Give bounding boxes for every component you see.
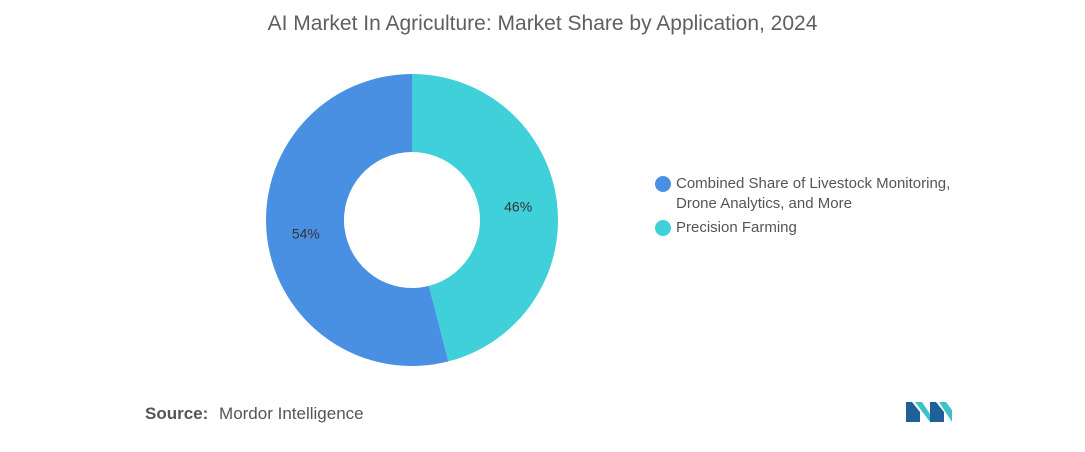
donut-slice-combined <box>266 74 449 366</box>
legend-label-precision-farming: Precision Farming <box>676 219 797 236</box>
legend-label-combined-line2: Drone Analytics, and More <box>676 195 852 212</box>
chart-title: AI Market In Agriculture: Market Share b… <box>267 12 818 35</box>
mordor-intelligence-logo-icon <box>906 402 952 422</box>
legend-swatch-combined <box>655 176 671 192</box>
legend-item-precision-farming: Precision Farming <box>655 218 985 238</box>
data-label-precision-farming: 46% <box>504 199 532 215</box>
donut-slice-precision-farming <box>412 74 558 362</box>
legend-item-combined: Combined Share of Livestock Monitoring, … <box>655 174 985 214</box>
data-label-combined: 54% <box>292 225 320 241</box>
source-note: Source: Mordor Intelligence <box>145 404 364 424</box>
source-key: Source: <box>145 404 209 423</box>
source-value: Mordor Intelligence <box>219 404 364 423</box>
chart-legend: Combined Share of Livestock Monitoring, … <box>655 174 985 242</box>
legend-label-combined-line1: Combined Share of Livestock Monitoring, <box>676 175 951 192</box>
legend-swatch-precision-farming <box>655 220 671 236</box>
